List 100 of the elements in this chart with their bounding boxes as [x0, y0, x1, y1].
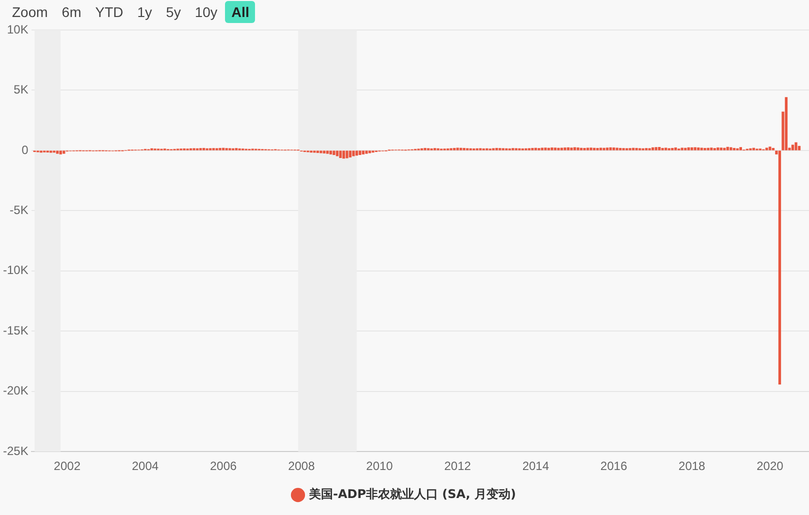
- bar: [596, 148, 599, 150]
- x-tick-label: 2002: [54, 459, 81, 474]
- bar: [352, 150, 355, 156]
- bar: [547, 148, 550, 150]
- bar: [557, 148, 560, 150]
- bar: [583, 148, 586, 150]
- bar: [544, 148, 547, 150]
- bar: [778, 150, 782, 384]
- bar: [687, 147, 690, 150]
- bar: [651, 147, 654, 150]
- x-tick-label: 2006: [210, 459, 237, 474]
- bar: [784, 97, 788, 150]
- x-tick-label: 2016: [600, 459, 628, 474]
- legend-label: 美国-ADP非农就业人口 (SA, 月变动): [308, 487, 516, 502]
- x-tick-label: 2018: [678, 459, 706, 474]
- x-tick-label: 2008: [288, 459, 316, 474]
- bar: [326, 150, 329, 154]
- bar: [765, 148, 768, 150]
- bar: [616, 148, 618, 150]
- bar: [599, 148, 602, 150]
- text: 5y: [165, 3, 182, 22]
- bar: [632, 148, 635, 150]
- bar: [791, 144, 794, 150]
- bar: [772, 148, 775, 150]
- text: 10y: [194, 3, 218, 22]
- bar: [700, 148, 703, 150]
- bar: [322, 150, 326, 154]
- bar: [612, 147, 616, 150]
- y-tick-label: -20K: [2, 384, 28, 398]
- bar: [680, 148, 684, 150]
- bar: [658, 146, 661, 150]
- bar: [456, 148, 459, 150]
- text: Zoom: [11, 3, 49, 22]
- bar: [365, 150, 368, 154]
- bar: [218, 148, 222, 150]
- x-tick-label: 2014: [522, 459, 550, 474]
- bar: [798, 146, 801, 150]
- bar: [550, 147, 554, 150]
- bar: [566, 147, 570, 150]
- y-tick-label: 0: [22, 142, 29, 157]
- bar: [635, 148, 638, 150]
- bar: [355, 150, 358, 156]
- bar: [618, 148, 622, 150]
- bar: [570, 148, 573, 150]
- bar: [576, 147, 580, 150]
- bar: [531, 148, 534, 150]
- bar: [710, 148, 713, 150]
- bar: [329, 150, 332, 154]
- x-tick-label: 2010: [366, 459, 394, 474]
- bar: [592, 148, 596, 150]
- bar: [564, 147, 566, 150]
- bar: [339, 150, 342, 158]
- bar: [609, 147, 612, 150]
- bar: [424, 148, 426, 150]
- bar: [348, 150, 352, 158]
- bar: [730, 147, 732, 150]
- bar: [590, 148, 592, 150]
- bar: [690, 147, 694, 150]
- text: YTD: [94, 3, 124, 22]
- y-tick-label: -5K: [10, 203, 28, 217]
- text: 6m: [60, 3, 82, 22]
- bar: [534, 148, 538, 150]
- bar: [56, 150, 59, 154]
- x-tick-label: 2004: [132, 459, 159, 474]
- y-tick-label: -15K: [2, 323, 28, 338]
- bar: [332, 150, 336, 156]
- bar: [560, 148, 564, 150]
- bar: [664, 148, 668, 150]
- bar: [495, 148, 498, 150]
- bar: [586, 148, 590, 150]
- bar: [723, 148, 726, 150]
- text: All: [225, 1, 256, 23]
- text: 1y: [136, 3, 154, 22]
- bar: [580, 148, 583, 150]
- bar: [654, 147, 658, 150]
- y-tick-label: 10K: [6, 22, 28, 36]
- bar: [336, 150, 339, 156]
- bar: [684, 148, 687, 150]
- bar: [661, 148, 664, 150]
- bar: [732, 148, 736, 150]
- bar: [752, 148, 756, 150]
- bar: [202, 148, 206, 150]
- bar: [739, 147, 742, 150]
- bar: [368, 150, 372, 154]
- bar: [460, 148, 462, 150]
- bar: [720, 148, 722, 150]
- bar: [704, 148, 706, 150]
- bar: [606, 148, 609, 150]
- bar: [794, 142, 798, 150]
- bar: [671, 148, 674, 150]
- x-tick-label: 2020: [756, 459, 784, 474]
- y-tick-label: -25K: [2, 444, 28, 458]
- bar: [222, 148, 225, 150]
- bar: [554, 148, 557, 150]
- bar: [706, 148, 710, 150]
- bar: [697, 147, 700, 150]
- y-tick-label: 5K: [14, 82, 28, 97]
- bar: [694, 147, 696, 150]
- bar: [453, 148, 456, 150]
- x-tick-label: 2012: [444, 459, 472, 474]
